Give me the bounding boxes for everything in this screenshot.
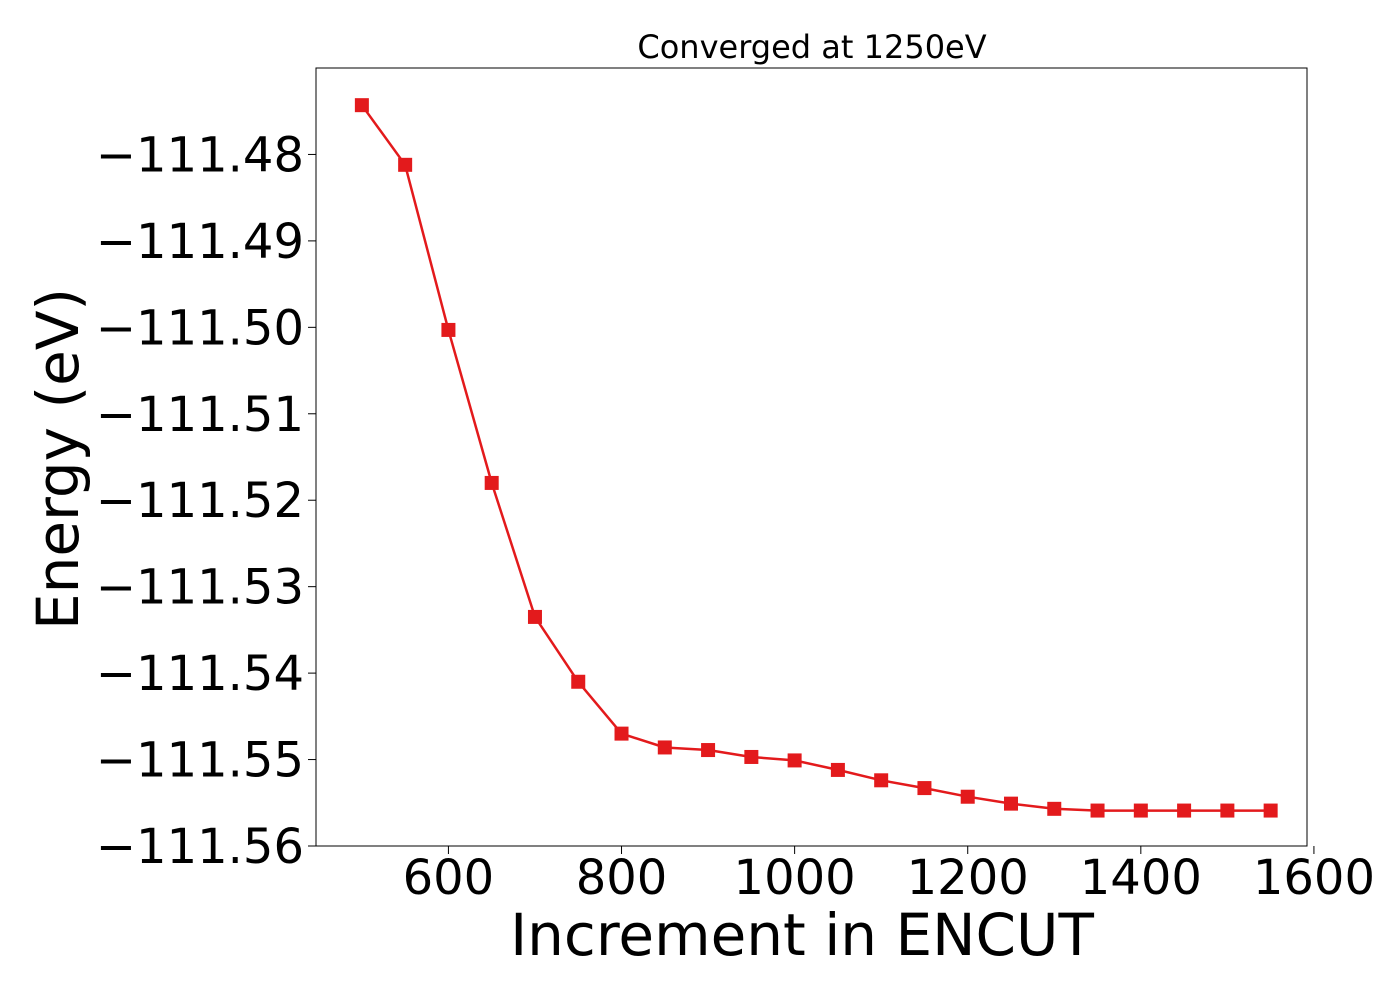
data-point	[571, 674, 586, 689]
data-point	[874, 773, 889, 788]
series-layer	[354, 98, 1278, 818]
data-point	[1090, 803, 1105, 818]
x-tick-label: 600	[403, 850, 495, 906]
y-axis-label: Energy (eV)	[24, 288, 92, 630]
x-axis-label: Increment in ENCUT	[510, 901, 1094, 969]
data-point	[657, 740, 672, 755]
y-tick-label: −111.53	[96, 560, 304, 616]
data-point	[527, 609, 542, 624]
data-point	[1220, 803, 1235, 818]
y-tick-label: −111.55	[96, 733, 304, 789]
chart-title: Converged at 1250eV	[637, 28, 986, 66]
y-tick-label: −111.51	[96, 387, 304, 443]
data-point	[398, 157, 413, 172]
data-point	[701, 743, 716, 758]
data-point	[484, 475, 499, 490]
data-point	[1263, 803, 1278, 818]
x-tick-label: 800	[576, 850, 668, 906]
data-point	[787, 753, 802, 768]
y-tick-label: −111.52	[96, 473, 304, 529]
plot-area-frame	[315, 67, 1308, 847]
y-tick-label: −111.50	[96, 300, 304, 356]
data-point	[1003, 796, 1018, 811]
x-axis-ticks: 600 800 1000 1200 1400 1600	[403, 846, 1375, 906]
data-point	[614, 726, 629, 741]
series-line	[360, 104, 1271, 812]
data-point	[1133, 803, 1148, 818]
y-tick-label: −111.49	[96, 214, 304, 270]
y-axis-ticks: −111.48 −111.49 −111.50 −111.51 −111.52 −111.…	[96, 127, 316, 875]
data-point	[441, 322, 456, 337]
x-tick-label: 1400	[1080, 850, 1202, 906]
data-point	[1177, 803, 1192, 818]
y-tick-label: −111.56	[96, 819, 304, 875]
y-tick-label: −111.48	[96, 127, 304, 183]
data-point	[830, 762, 845, 777]
data-point	[1047, 801, 1062, 816]
x-tick-label: 1600	[1253, 850, 1375, 906]
x-tick-label: 1200	[907, 850, 1029, 906]
x-tick-label: 1000	[734, 850, 856, 906]
data-point	[744, 749, 759, 764]
data-point	[917, 781, 932, 796]
data-point	[354, 98, 369, 113]
data-point	[960, 789, 975, 804]
y-tick-label: −111.54	[96, 646, 304, 702]
